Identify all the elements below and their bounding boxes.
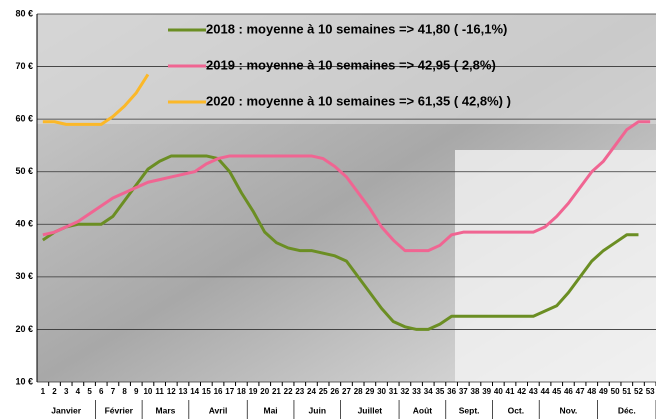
x-tick-label: 22 <box>284 387 293 396</box>
x-tick-label: 49 <box>599 387 608 396</box>
legend-label: 2019 : moyenne à 10 semaines => 42,95 ( … <box>206 57 496 72</box>
series-line <box>42 73 150 126</box>
month-label: Déc. <box>618 405 636 415</box>
month-label: Mars <box>156 405 176 415</box>
x-tick-label: 52 <box>634 387 643 396</box>
x-tick-label: 3 <box>64 387 69 396</box>
x-tick-label: 19 <box>249 387 258 396</box>
month-label: Oct. <box>508 405 525 415</box>
x-tick-label: 11 <box>155 387 164 396</box>
x-tick-label: 36 <box>447 387 456 396</box>
x-tick-label: 45 <box>552 387 561 396</box>
x-tick-label: 4 <box>76 387 81 396</box>
month-label: Février <box>105 405 134 415</box>
x-tick-label: 41 <box>506 387 515 396</box>
x-tick-label: 13 <box>179 387 188 396</box>
x-tick-label: 42 <box>517 387 526 396</box>
legend-label: 2018 : moyenne à 10 semaines => 41,80 ( … <box>206 21 507 36</box>
y-tick-label: 20 € <box>15 324 33 334</box>
month-label: Nov. <box>560 405 578 415</box>
x-tick-label: 35 <box>435 387 444 396</box>
x-tick-label: 2 <box>52 387 57 396</box>
month-label: Juin <box>309 405 326 415</box>
x-tick-label: 28 <box>354 387 363 396</box>
x-tick-label: 30 <box>377 387 386 396</box>
x-tick-label: 40 <box>494 387 503 396</box>
x-tick-label: 47 <box>576 387 585 396</box>
x-tick-label: 12 <box>167 387 176 396</box>
x-tick-label: 23 <box>295 387 304 396</box>
x-tick-label: 7 <box>111 387 116 396</box>
legend-label: 2020 : moyenne à 10 semaines => 61,35 ( … <box>206 93 511 108</box>
x-tick-label: 34 <box>424 387 433 396</box>
x-tick-label: 33 <box>412 387 421 396</box>
x-tick-label: 25 <box>319 387 328 396</box>
y-tick-label: 60 € <box>15 114 33 124</box>
x-tick-label: 17 <box>225 387 234 396</box>
x-tick-label: 9 <box>134 387 139 396</box>
x-tick-label: 16 <box>214 387 223 396</box>
y-tick-label: 30 € <box>15 271 33 281</box>
series-line <box>42 120 651 253</box>
x-tick-label: 8 <box>122 387 127 396</box>
x-tick-label: 53 <box>646 387 655 396</box>
month-label: Juillet <box>358 405 383 415</box>
month-label: Mai <box>263 405 277 415</box>
x-tick-label: 48 <box>587 387 596 396</box>
x-tick-label: 1 <box>41 387 46 396</box>
x-tick-label: 14 <box>190 387 199 396</box>
y-tick-label: 70 € <box>15 61 33 71</box>
background-building <box>455 150 656 382</box>
x-tick-label: 29 <box>365 387 374 396</box>
x-tick-label: 43 <box>529 387 538 396</box>
month-label: Août <box>413 405 433 415</box>
x-tick-label: 20 <box>260 387 269 396</box>
x-tick-label: 6 <box>99 387 104 396</box>
x-tick-label: 31 <box>389 387 398 396</box>
x-tick-label: 32 <box>400 387 409 396</box>
x-tick-label: 39 <box>482 387 491 396</box>
x-tick-label: 21 <box>272 387 281 396</box>
month-label: Avril <box>209 405 228 415</box>
y-tick-label: 10 € <box>15 376 33 386</box>
x-tick-label: 26 <box>330 387 339 396</box>
month-label: Sept. <box>459 405 480 415</box>
x-tick-label: 38 <box>471 387 480 396</box>
x-tick-label: 27 <box>342 387 351 396</box>
x-tick-label: 18 <box>237 387 246 396</box>
x-tick-label: 37 <box>459 387 468 396</box>
background-band <box>37 14 656 124</box>
y-tick-label: 50 € <box>15 166 33 176</box>
y-tick-label: 80 € <box>15 8 33 18</box>
x-tick-label: 44 <box>541 387 550 396</box>
y-tick-label: 40 € <box>15 219 33 229</box>
x-tick-label: 15 <box>202 387 211 396</box>
x-tick-label: 51 <box>622 387 631 396</box>
x-tick-label: 24 <box>307 387 316 396</box>
x-tick-label: 46 <box>564 387 573 396</box>
x-tick-label: 50 <box>611 387 620 396</box>
series-line <box>42 154 639 331</box>
x-tick-label: 5 <box>87 387 92 396</box>
x-tick-label: 10 <box>143 387 152 396</box>
month-label: Janvier <box>51 405 81 415</box>
